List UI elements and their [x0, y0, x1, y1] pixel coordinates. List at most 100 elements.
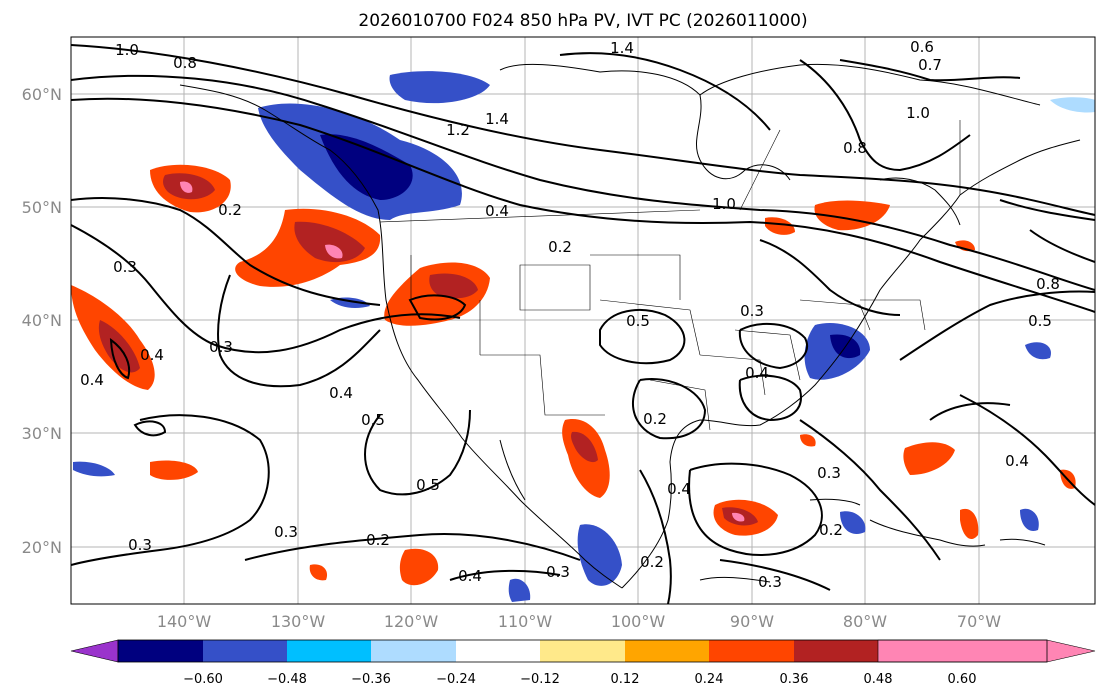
negative-anomaly-region [840, 511, 866, 534]
contour-label: 0.2 [218, 201, 242, 219]
map-frame [70, 36, 1096, 605]
colorbar-tick-label: −0.24 [436, 672, 476, 687]
negative-anomaly-region [1025, 342, 1051, 360]
lon-tick-label: 100°W [611, 612, 666, 631]
contour-label: 0.8 [1036, 275, 1060, 293]
colorbar-frame [117, 639, 1048, 663]
colorbar-segment [371, 640, 456, 662]
positive-core-region [732, 512, 745, 522]
colorbar-segment [456, 640, 540, 662]
contour-label: 1.4 [485, 110, 509, 128]
contour-label: 1.2 [446, 121, 470, 139]
colorbar-segment [625, 640, 709, 662]
contour-label: 0.3 [546, 563, 570, 581]
contour-label: 0.4 [1005, 452, 1029, 470]
contour-labels: 1.0 0.8 1.4 0.6 0.7 1.2 1.4 1.0 0.8 0.4 … [80, 38, 1060, 591]
negative-anomaly-region [508, 578, 531, 602]
contour-label: 0.4 [667, 480, 691, 498]
contour-label: 0.3 [817, 464, 841, 482]
contour-label: 0.3 [113, 258, 137, 276]
colorbar-tick-label: 0.60 [948, 672, 977, 687]
contour-label: 0.4 [329, 384, 353, 402]
contour-label: 1.0 [115, 41, 139, 59]
lat-tick-label: 20°N [22, 538, 62, 557]
lon-tick-label: 120°W [384, 612, 439, 631]
colorbar-tick-label: 0.24 [695, 672, 724, 687]
positive-anomaly-region [309, 564, 328, 581]
contour-label: 0.2 [366, 531, 390, 549]
positive-anomaly-region [800, 434, 816, 447]
contour-label: 0.5 [416, 476, 440, 494]
contour-label: 0.3 [758, 573, 782, 591]
colorbar-tick-label: 0.48 [864, 672, 893, 687]
colorbar-tick-label: −0.60 [183, 672, 223, 687]
contour-lines [71, 44, 1095, 604]
lat-tick-label: 30°N [22, 424, 62, 443]
colorbar-tick-label: −0.36 [351, 672, 391, 687]
contour-label: 0.3 [209, 338, 233, 356]
lat-tick-label: 60°N [22, 85, 62, 104]
lon-tick-label: 80°W [843, 612, 887, 631]
positive-core-region [325, 244, 343, 259]
colorbar-segment [287, 640, 371, 662]
contour-label: 0.5 [1028, 312, 1052, 330]
colorbar-segment [709, 640, 794, 662]
negative-core-region [320, 134, 413, 200]
colorbar-tick-label: 0.12 [611, 672, 640, 687]
colorbar-segment [794, 640, 878, 662]
positive-anomaly-region [765, 217, 795, 235]
state-borders [379, 120, 961, 431]
longitude-labels: 140°W 130°W 120°W 110°W 100°W 90°W 80°W … [157, 612, 1001, 631]
positive-anomaly-region [960, 508, 979, 540]
lon-tick-label: 130°W [271, 612, 326, 631]
lon-tick-label: 70°W [957, 612, 1001, 631]
colorbar-under-extension [70, 639, 119, 663]
positive-core-region [180, 181, 193, 193]
negative-anomaly-region [1020, 508, 1039, 531]
lat-tick-label: 50°N [22, 198, 62, 217]
colorbar-tick-label: −0.12 [520, 672, 560, 687]
colorbar-over-extension [877, 639, 1096, 663]
colorbar-segment [118, 640, 203, 662]
contour-label: 0.4 [745, 364, 769, 382]
negative-anomaly-region [389, 71, 490, 104]
contour-label: 0.2 [819, 521, 843, 539]
contour-label: 0.2 [640, 553, 664, 571]
lon-tick-label: 90°W [730, 612, 774, 631]
contour-label: 0.3 [128, 536, 152, 554]
contour-label: 0.4 [458, 567, 482, 585]
colorbar-segment [203, 640, 287, 662]
contour-label: 1.0 [906, 104, 930, 122]
contour-label: 0.8 [173, 54, 197, 72]
contour-label: 0.5 [626, 312, 650, 330]
contour-label: 0.6 [910, 38, 934, 56]
contour-label: 0.8 [843, 139, 867, 157]
negative-anomaly-region [577, 524, 622, 586]
positive-anomaly-region [429, 273, 478, 299]
colorbar-tick-label: −0.48 [267, 672, 307, 687]
negative-anomaly-region [1050, 97, 1095, 113]
contour-label: 0.2 [548, 238, 572, 256]
contour-label: 0.4 [140, 346, 164, 364]
lon-tick-label: 140°W [157, 612, 212, 631]
colorbar: −0.60 −0.48 −0.36 −0.24 −0.12 0.12 0.24 … [70, 639, 1096, 687]
positive-anomaly-region [903, 442, 955, 475]
negative-anomaly-region [73, 461, 115, 477]
positive-anomaly-region [294, 221, 365, 263]
latitude-labels: 60°N 50°N 40°N 30°N 20°N [22, 85, 62, 557]
positive-anomaly-region [399, 548, 439, 586]
contour-label: 0.7 [918, 56, 942, 74]
positive-anomaly-region [571, 431, 598, 463]
colorbar-segment [540, 640, 625, 662]
contour-label: 1.4 [610, 39, 634, 57]
positive-anomaly-region [150, 460, 198, 480]
contour-label: 1.0 [712, 195, 736, 213]
lat-tick-label: 40°N [22, 311, 62, 330]
contour-label: 0.4 [80, 371, 104, 389]
lon-tick-label: 110°W [498, 612, 553, 631]
contour-label: 0.3 [740, 302, 764, 320]
contour-label: 0.3 [274, 523, 298, 541]
map-panel: 1.0 0.8 1.4 0.6 0.7 1.2 1.4 1.0 0.8 0.4 … [70, 36, 1096, 605]
colorbar-tick-label: 0.36 [780, 672, 809, 687]
